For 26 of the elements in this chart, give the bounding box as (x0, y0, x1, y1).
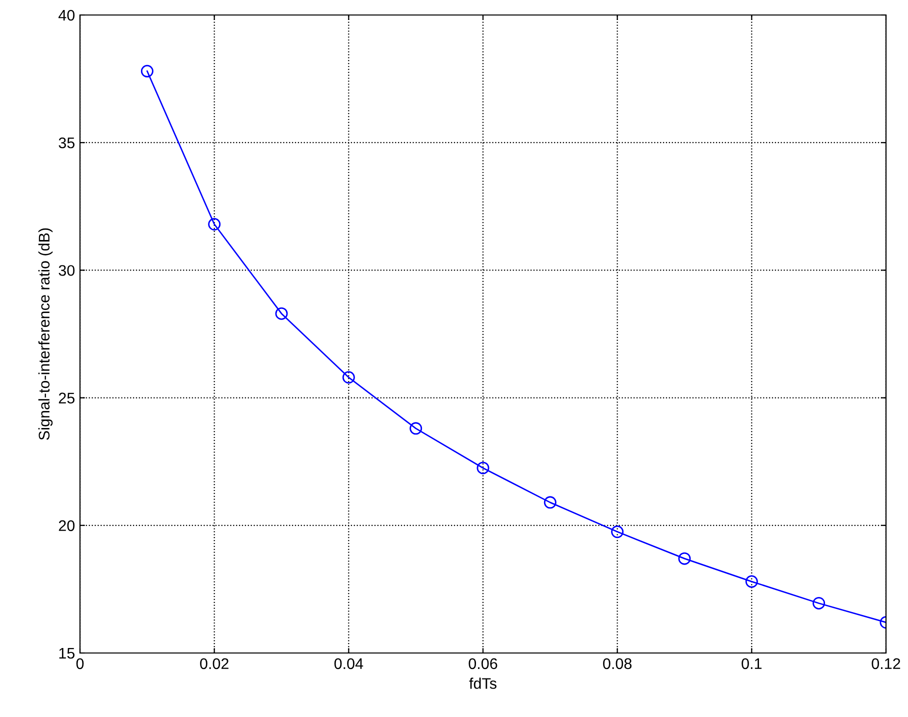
point (678, 552, 691, 565)
point (275, 307, 288, 320)
y-tick-label: 15 (59, 648, 74, 659)
y-tick-label: 35 (58, 137, 74, 148)
x-tick-label: 0.1 (742, 658, 762, 670)
y-axis-title: Signal-to-interference ratio (dB) (38, 228, 53, 440)
y-tick-label: 30 (58, 265, 75, 276)
x-tick-label: 0.04 (334, 658, 364, 670)
point (410, 422, 422, 435)
x-tick-label: 0.02 (200, 658, 228, 670)
x-tick-label: 0.06 (468, 658, 498, 670)
x-tick-label: 0 (76, 658, 84, 670)
point (745, 575, 758, 588)
x-tick-label: 0.08 (603, 658, 632, 670)
point (611, 526, 624, 538)
point (812, 596, 826, 610)
x-axis-title: fdTs (469, 678, 496, 689)
point (544, 496, 556, 509)
x-tick-label: 0.12 (872, 658, 900, 670)
y-tick-label: 40 (58, 10, 75, 21)
point (140, 64, 154, 78)
point (208, 218, 221, 231)
point (342, 371, 355, 384)
point (476, 462, 490, 474)
y-tick-label: 25 (58, 392, 74, 404)
y-tick-label: 20 (58, 520, 75, 532)
